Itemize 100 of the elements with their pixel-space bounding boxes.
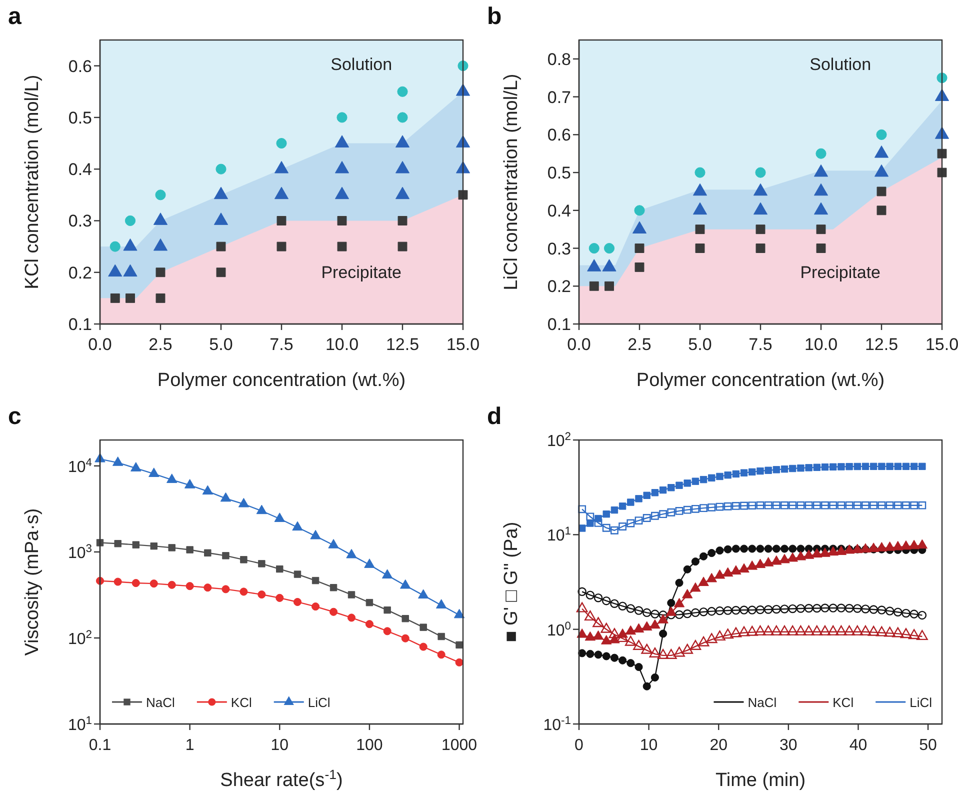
point <box>594 650 602 659</box>
point <box>126 293 135 303</box>
point <box>852 625 864 636</box>
legend-label: KCl <box>832 695 854 710</box>
point <box>110 241 120 252</box>
point <box>578 524 586 532</box>
point <box>707 606 716 616</box>
y-tick-label: 0.3 <box>547 239 571 258</box>
point <box>772 544 780 553</box>
point <box>716 546 724 555</box>
point <box>894 501 902 510</box>
point <box>578 587 586 596</box>
point <box>222 585 230 594</box>
point <box>738 563 750 573</box>
point <box>877 606 886 614</box>
y-tick-label: 0.7 <box>547 88 571 107</box>
point <box>132 541 140 548</box>
point <box>658 610 668 620</box>
point <box>366 598 374 606</box>
point <box>878 462 886 470</box>
point <box>397 112 408 123</box>
point <box>666 606 676 616</box>
point <box>795 550 806 560</box>
point <box>657 648 669 659</box>
point <box>700 476 708 484</box>
point <box>900 540 912 550</box>
point <box>642 514 651 522</box>
x-axis-title: Shear rate(s$^{-1}$) <box>220 766 343 791</box>
point <box>740 544 748 553</box>
point <box>738 626 750 636</box>
point <box>293 598 302 606</box>
x-tick-label: 5.0 <box>688 335 712 354</box>
point <box>714 569 726 579</box>
point <box>812 501 821 510</box>
x-axis-title: Time (min) <box>715 770 806 791</box>
point <box>602 652 610 660</box>
point <box>618 602 627 610</box>
point <box>892 627 904 638</box>
point <box>853 501 862 510</box>
point <box>803 625 815 636</box>
y-tick-label: 10$^{1}$ <box>68 715 92 734</box>
point <box>886 462 894 470</box>
point <box>626 519 635 528</box>
point <box>334 160 350 174</box>
point <box>274 512 285 522</box>
point <box>584 610 596 621</box>
point <box>592 630 604 640</box>
point <box>788 604 797 614</box>
point <box>754 558 766 568</box>
point <box>754 625 766 636</box>
point <box>691 558 700 566</box>
point <box>732 606 740 615</box>
point <box>222 552 230 560</box>
point <box>780 604 789 614</box>
point <box>788 544 797 553</box>
point <box>395 160 410 174</box>
y-axis-title: KCl concentration (mol/L) <box>22 74 43 290</box>
point <box>860 625 872 636</box>
point <box>643 492 650 499</box>
point <box>346 548 357 558</box>
point <box>886 501 894 510</box>
y-tick-label: 0.3 <box>68 212 92 231</box>
point <box>724 471 732 479</box>
point <box>772 501 780 510</box>
point <box>650 512 659 520</box>
x-tick-label: 10.0 <box>804 335 838 354</box>
point <box>642 621 652 631</box>
point <box>730 627 742 638</box>
legend-label: LiCl <box>910 695 932 710</box>
x-tick-label: 12.5 <box>864 335 898 354</box>
point <box>695 224 705 234</box>
point <box>764 544 772 553</box>
point <box>402 614 409 622</box>
point <box>294 570 302 578</box>
point <box>276 138 287 149</box>
point <box>398 242 408 252</box>
x-axis-title: Polymer concentration (wt.%) <box>636 370 885 391</box>
y-axis-title: LiCl concentration (mol/L) <box>501 74 522 290</box>
point <box>746 560 758 570</box>
point <box>168 544 176 552</box>
point <box>748 544 756 553</box>
point <box>150 542 158 550</box>
point <box>870 462 878 470</box>
point <box>276 565 284 573</box>
point <box>384 606 391 614</box>
point <box>578 649 586 658</box>
point <box>153 212 168 225</box>
point <box>186 582 194 590</box>
point <box>676 482 683 489</box>
y-tick-label: 10$^{0}$ <box>546 620 571 640</box>
point <box>674 610 684 620</box>
point <box>723 606 732 615</box>
point <box>668 484 675 492</box>
x-tick-label: 50 <box>919 737 938 754</box>
point <box>690 640 702 650</box>
point <box>610 599 619 608</box>
point <box>893 608 902 616</box>
point <box>458 190 468 200</box>
point <box>870 501 878 510</box>
y-tick-label: 0.2 <box>68 263 92 282</box>
